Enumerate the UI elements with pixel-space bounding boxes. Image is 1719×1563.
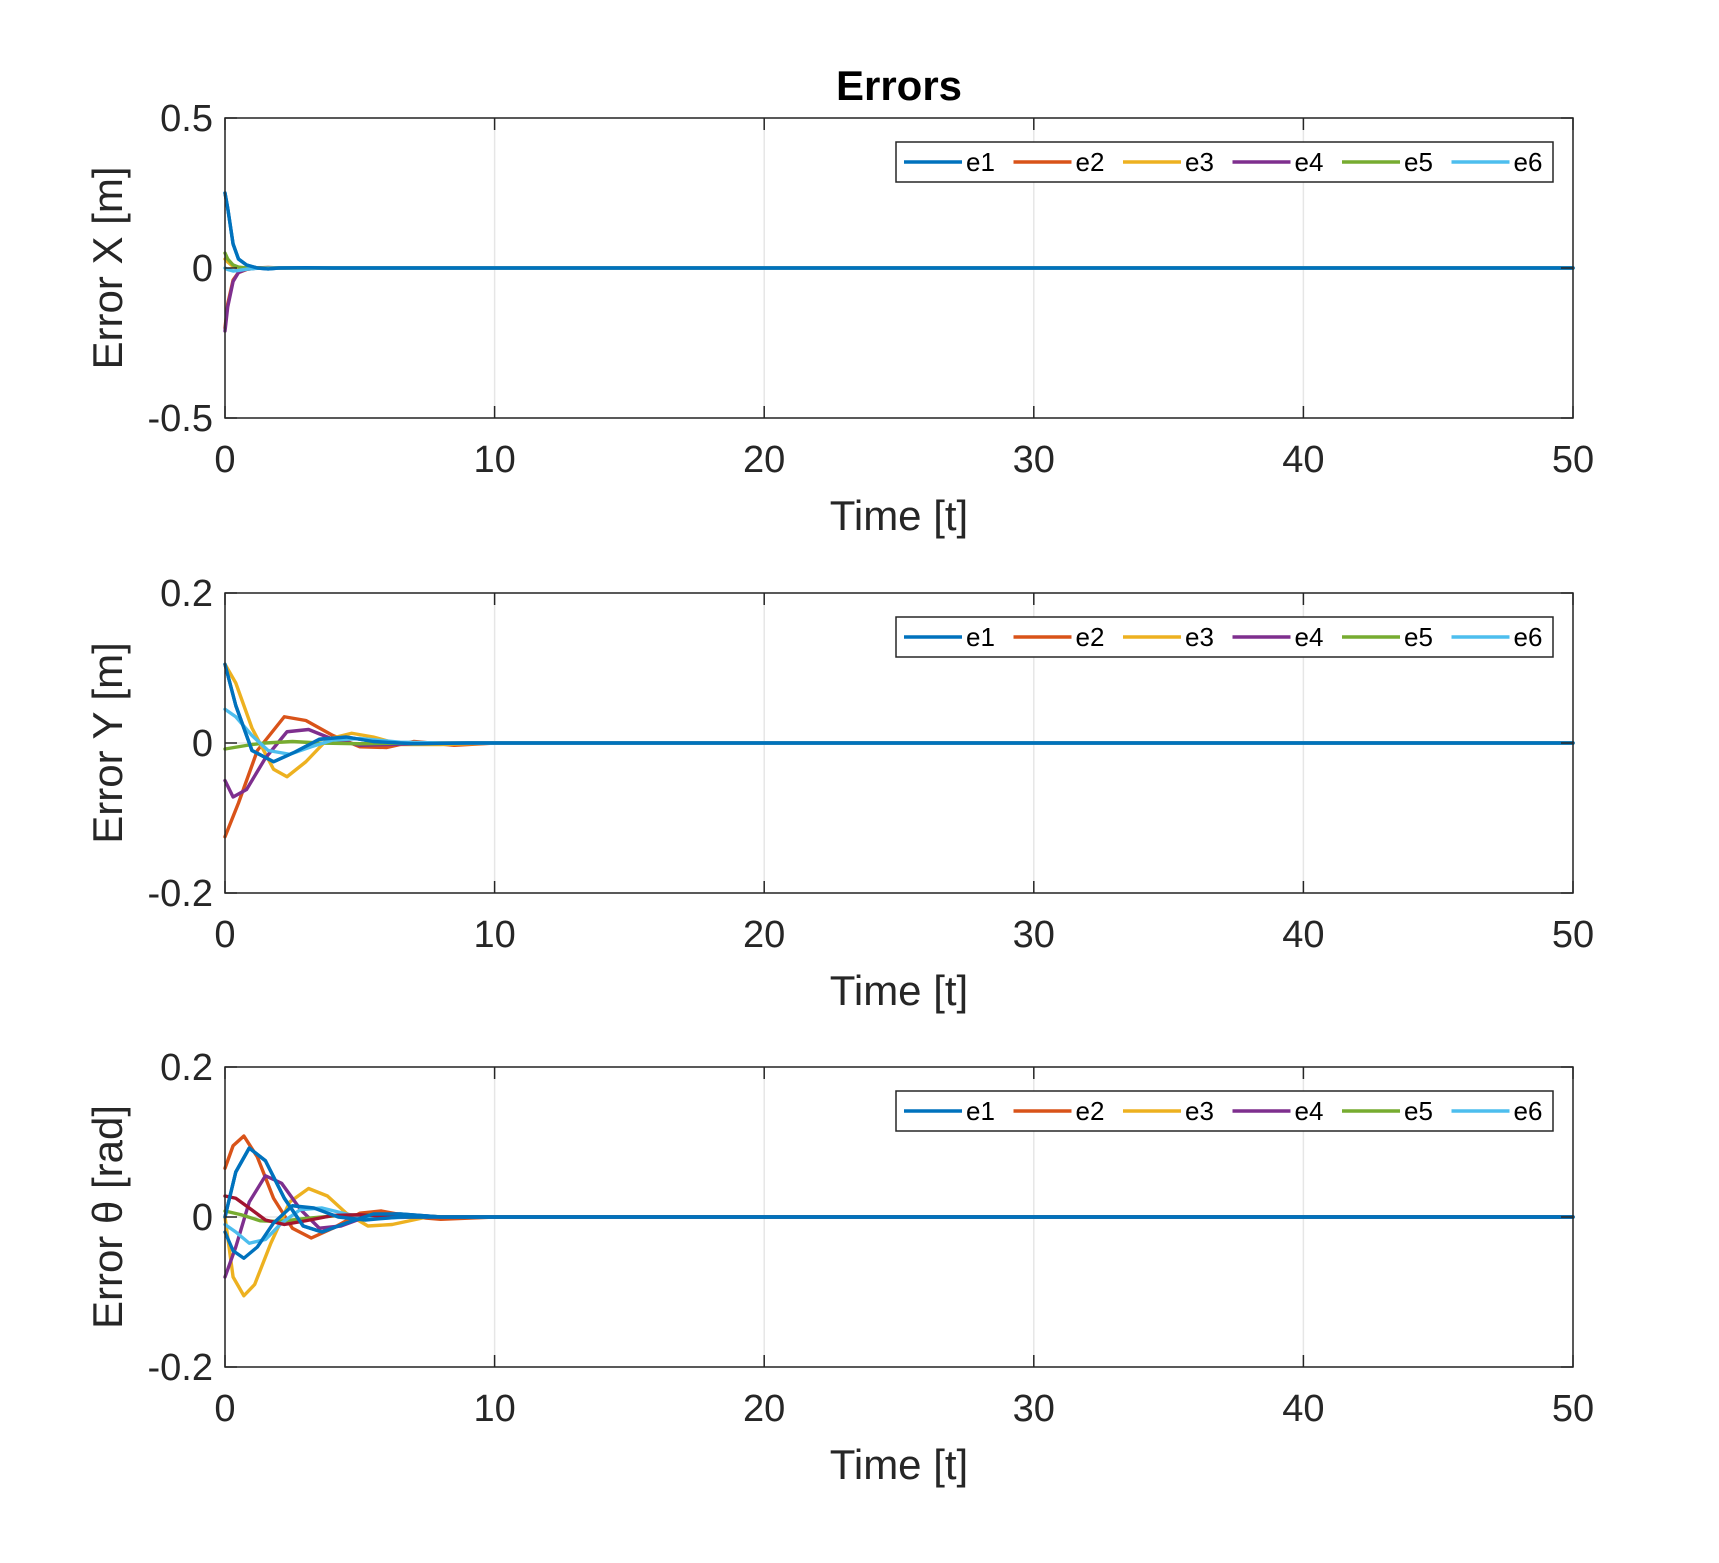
y-tick-label: 0.2 [160,1047,213,1089]
x-tick-label: 30 [1013,914,1055,956]
x-tick-label: 10 [473,439,515,481]
x-tick-label: 30 [1013,439,1055,481]
x-tick-label: 50 [1552,914,1594,956]
legend-label-e3: e3 [1185,1096,1214,1126]
legend: e1 e2 e3 e4 e5 e6 [895,1090,1554,1132]
legend-label-e4: e4 [1295,622,1324,652]
series-line-e1-top [223,191,1575,271]
y-axis-label: Error Y [m] [84,642,131,844]
x-axis-label: Time [t] [830,492,968,539]
x-tick-label: 20 [743,1388,785,1430]
legend-label-e6: e6 [1514,1096,1543,1126]
legend-label-e4: e4 [1295,147,1324,177]
chart-title: Errors [836,62,962,109]
legend-label-e3: e3 [1185,147,1214,177]
legend-label-e1: e1 [966,1096,995,1126]
y-axis-label: Error θ [rad] [84,1105,131,1329]
x-tick-label: 50 [1552,1388,1594,1430]
legend-label-e5: e5 [1404,147,1433,177]
y-tick-label: -0.2 [148,873,213,915]
legend-label-e1: e1 [966,147,995,177]
legend-label-e2: e2 [1076,147,1105,177]
legend: e1 e2 e3 e4 e5 e6 [895,616,1554,658]
x-tick-label: 0 [214,439,235,481]
legend-label-e4: e4 [1295,1096,1324,1126]
series-line-extra-7 [223,1204,1575,1260]
x-tick-label: 30 [1013,1388,1055,1430]
x-tick-label: 40 [1282,1388,1324,1430]
x-tick-label: 10 [473,914,515,956]
legend-label-e1: e1 [966,622,995,652]
y-tick-label: -0.5 [148,398,213,440]
legend: e1 e2 e3 e4 e5 e6 [895,141,1554,183]
x-tick-label: 0 [214,1388,235,1430]
legend-box [895,141,1554,183]
y-tick-label: -0.2 [148,1347,213,1389]
x-tick-label: 0 [214,914,235,956]
x-tick-label: 20 [743,439,785,481]
series-line-e1-top [223,662,1575,764]
legend-label-e2: e2 [1076,622,1105,652]
series-line-e1-top [223,1146,1575,1234]
y-tick-label: 0 [192,723,213,765]
y-axis-label: Error X [m] [84,166,131,369]
legend-label-e5: e5 [1404,622,1433,652]
x-tick-label: 40 [1282,914,1324,956]
x-axis-label: Time [t] [830,967,968,1014]
y-tick-label: 0.5 [160,98,213,140]
x-tick-label: 10 [473,1388,515,1430]
legend-label-e6: e6 [1514,622,1543,652]
x-tick-label: 20 [743,914,785,956]
legend-label-e6: e6 [1514,147,1543,177]
legend-box [895,616,1554,658]
x-tick-label: 40 [1282,439,1324,481]
legend-label-e2: e2 [1076,1096,1105,1126]
y-tick-label: 0 [192,248,213,290]
legend-box [895,1090,1554,1132]
legend-label-e5: e5 [1404,1096,1433,1126]
x-axis-label: Time [t] [830,1441,968,1488]
y-tick-label: 0 [192,1197,213,1239]
x-tick-label: 50 [1552,439,1594,481]
legend-label-e3: e3 [1185,622,1214,652]
y-tick-label: 0.2 [160,573,213,615]
